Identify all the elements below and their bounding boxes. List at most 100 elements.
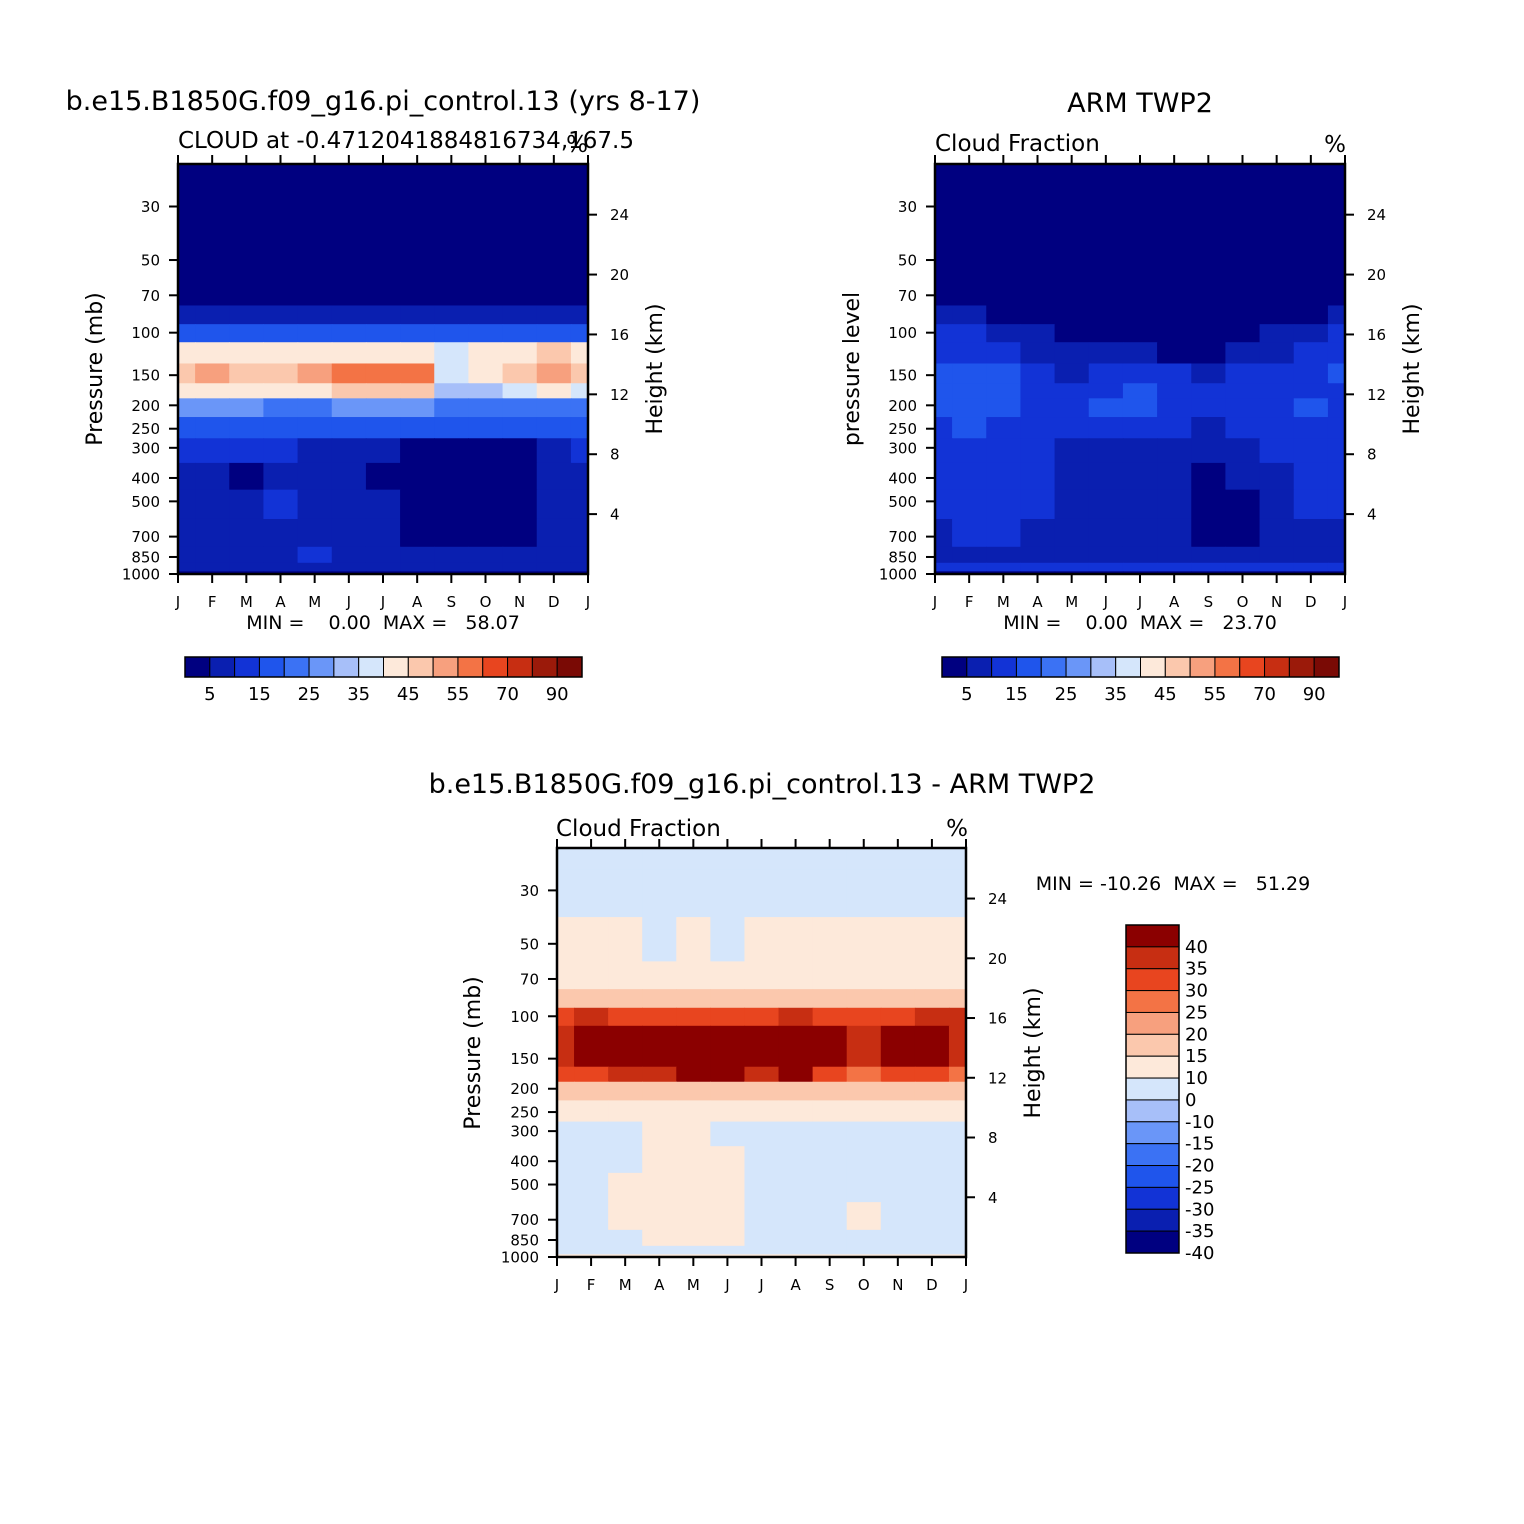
heatmap-cell bbox=[914, 989, 950, 1009]
heatmap-cell bbox=[1122, 546, 1158, 564]
heatmap-cell bbox=[676, 989, 711, 1009]
heatmap-cell bbox=[1088, 438, 1124, 464]
obs-min-max: MIN = 0.00 MAX = 23.70 bbox=[1003, 612, 1277, 634]
month-tick-label: A bbox=[412, 593, 423, 611]
pressure-tick-label: 30 bbox=[141, 198, 160, 216]
heatmap-cell bbox=[331, 305, 367, 325]
heatmap-cell bbox=[331, 518, 367, 548]
colorbar-swatch bbox=[1125, 924, 1180, 948]
heatmap-cell bbox=[574, 848, 609, 870]
heatmap-cell bbox=[986, 518, 1022, 548]
heatmap-cell bbox=[846, 1172, 882, 1203]
heatmap-cell bbox=[812, 961, 848, 990]
pressure-tick-label: 150 bbox=[510, 1050, 539, 1068]
heatmap-cell bbox=[608, 1046, 643, 1068]
heatmap-cell bbox=[365, 518, 401, 548]
heatmap-cell bbox=[178, 324, 196, 343]
heatmap-cell bbox=[1054, 462, 1090, 491]
heatmap-cell bbox=[434, 233, 470, 279]
month-tick-label: M bbox=[240, 593, 253, 611]
heatmap-cell bbox=[1293, 398, 1329, 418]
diff-left-title: Cloud Fraction bbox=[556, 816, 721, 842]
heatmap-cell bbox=[1259, 462, 1295, 491]
heatmap-cell bbox=[1191, 342, 1227, 365]
colorbar-tick-label: 35 bbox=[1185, 959, 1208, 980]
heatmap-cell bbox=[434, 462, 470, 491]
heatmap-cell bbox=[502, 438, 538, 464]
month-tick-label: J bbox=[175, 593, 180, 611]
heatmap-cell bbox=[935, 342, 953, 365]
pressure-tick-label: 50 bbox=[520, 935, 539, 953]
heatmap-cell bbox=[297, 438, 333, 464]
height-tick-label: 20 bbox=[988, 950, 1007, 968]
heatmap-cell bbox=[536, 185, 572, 234]
heatmap-cell bbox=[642, 869, 677, 918]
heatmap-cell bbox=[263, 383, 299, 399]
heatmap-cell bbox=[1122, 305, 1158, 325]
heatmap-cell bbox=[948, 961, 967, 990]
heatmap-cell bbox=[914, 1146, 950, 1174]
heatmap-cell bbox=[1327, 363, 1346, 384]
heatmap-cell bbox=[570, 562, 589, 572]
heatmap-cell bbox=[744, 1081, 780, 1101]
heatmap-cell bbox=[1327, 185, 1346, 234]
heatmap-cell bbox=[778, 1245, 814, 1255]
colorbar-swatch bbox=[209, 656, 236, 678]
heatmap-cell bbox=[1191, 398, 1227, 418]
heatmap-cell bbox=[676, 961, 711, 990]
height-tick-label: 16 bbox=[610, 326, 629, 344]
heatmap-cell bbox=[880, 1146, 916, 1174]
heatmap-cell bbox=[935, 383, 953, 399]
month-tick-label: S bbox=[1204, 593, 1214, 611]
heatmap-cell bbox=[1054, 417, 1090, 439]
heatmap-cell bbox=[1122, 164, 1158, 186]
heatmap-cell bbox=[1020, 324, 1056, 343]
heatmap-cell bbox=[400, 383, 435, 399]
heatmap-cell bbox=[1327, 546, 1346, 564]
heatmap-cell bbox=[710, 961, 746, 990]
heatmap-cell bbox=[1225, 363, 1261, 384]
heatmap-cell bbox=[229, 277, 265, 307]
heatmap-cell bbox=[1020, 462, 1056, 491]
heatmap-cell bbox=[229, 562, 265, 572]
heatmap-cell bbox=[1225, 417, 1261, 439]
heatmap-cell bbox=[1054, 185, 1090, 234]
heatmap-cell bbox=[952, 363, 987, 384]
colorbar-tick-label: 25 bbox=[1055, 684, 1078, 705]
heatmap-cell bbox=[574, 1146, 609, 1174]
heatmap-cell bbox=[778, 1046, 814, 1068]
colorbar-swatch bbox=[1239, 656, 1266, 678]
heatmap-cell bbox=[557, 1245, 575, 1255]
heatmap-cell bbox=[365, 185, 401, 234]
colorbar-swatch bbox=[1125, 1099, 1180, 1123]
heatmap-cell bbox=[331, 438, 367, 464]
height-tick-label: 20 bbox=[610, 266, 629, 284]
colorbar-swatch bbox=[1313, 656, 1340, 678]
heatmap-cell bbox=[570, 363, 589, 384]
heatmap-cell bbox=[952, 233, 987, 279]
heatmap-cell bbox=[1327, 277, 1346, 307]
heatmap-cell bbox=[846, 869, 882, 918]
heatmap-cell bbox=[263, 518, 299, 548]
heatmap-cell bbox=[178, 342, 196, 365]
heatmap-cell bbox=[1157, 305, 1192, 325]
heatmap-cell bbox=[502, 562, 538, 572]
pressure-tick-label: 850 bbox=[510, 1232, 539, 1250]
heatmap-cell bbox=[676, 917, 711, 962]
heatmap-cell bbox=[935, 363, 953, 384]
pressure-tick-label: 200 bbox=[888, 397, 917, 415]
heatmap-cell bbox=[948, 1245, 967, 1255]
obs-colorbar: 5 15 25 35 45 55 70 90 bbox=[941, 656, 1340, 705]
heatmap-cell bbox=[195, 489, 230, 520]
heatmap-cell bbox=[1293, 363, 1329, 384]
month-tick-label: A bbox=[275, 593, 286, 611]
colorbar-swatch bbox=[407, 656, 434, 678]
heatmap-cell bbox=[195, 305, 230, 325]
heatmap-cell bbox=[914, 1245, 950, 1255]
heatmap-cell bbox=[1327, 383, 1346, 399]
heatmap-cell bbox=[642, 848, 677, 870]
heatmap-cell bbox=[263, 363, 299, 384]
heatmap-cell bbox=[229, 417, 265, 439]
heatmap-cell bbox=[574, 1025, 609, 1048]
heatmap-cell bbox=[570, 305, 589, 325]
